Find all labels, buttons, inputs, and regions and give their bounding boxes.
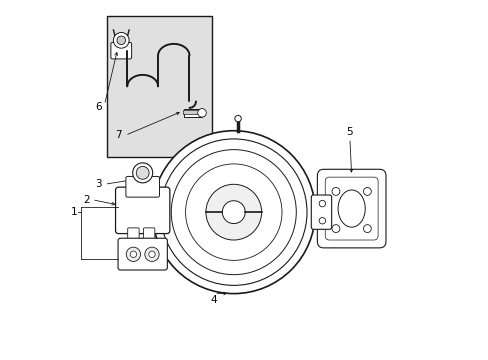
Circle shape [130, 251, 136, 257]
Circle shape [331, 225, 339, 233]
FancyBboxPatch shape [118, 238, 167, 270]
Text: 7: 7 [115, 130, 122, 140]
Circle shape [152, 131, 315, 294]
FancyBboxPatch shape [325, 177, 377, 240]
Circle shape [197, 109, 206, 117]
FancyBboxPatch shape [111, 42, 131, 59]
Text: 6: 6 [95, 102, 102, 112]
Circle shape [126, 247, 140, 261]
Text: 1: 1 [70, 207, 77, 217]
FancyBboxPatch shape [125, 176, 159, 197]
Text: 4: 4 [210, 295, 217, 305]
Circle shape [319, 201, 325, 207]
Circle shape [144, 247, 159, 261]
Ellipse shape [337, 190, 365, 227]
Circle shape [132, 163, 152, 183]
Circle shape [331, 188, 339, 195]
Text: 2: 2 [83, 195, 90, 204]
Circle shape [205, 184, 261, 240]
Text: 3: 3 [95, 179, 102, 189]
FancyBboxPatch shape [317, 169, 385, 248]
FancyBboxPatch shape [115, 187, 169, 234]
Circle shape [319, 217, 325, 224]
Circle shape [136, 166, 149, 179]
Bar [107, 16, 212, 157]
FancyBboxPatch shape [143, 228, 155, 244]
Circle shape [117, 36, 125, 45]
Bar [184, 109, 202, 117]
Circle shape [234, 115, 241, 122]
Circle shape [363, 225, 370, 233]
FancyBboxPatch shape [311, 195, 331, 229]
FancyBboxPatch shape [127, 228, 139, 244]
Bar [183, 110, 203, 114]
Circle shape [113, 32, 129, 48]
Circle shape [222, 201, 244, 224]
Text: 5: 5 [346, 127, 352, 137]
Circle shape [363, 188, 370, 195]
Circle shape [148, 251, 155, 257]
